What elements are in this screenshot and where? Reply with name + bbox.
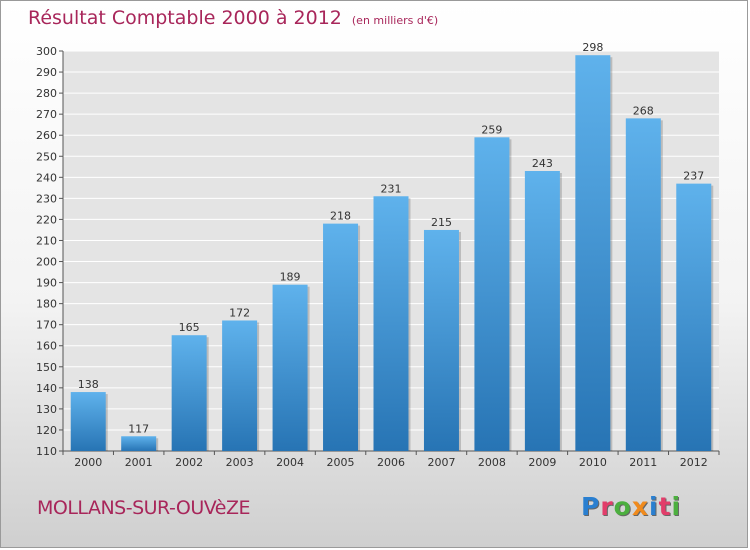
bar <box>272 284 308 451</box>
y-tick-label: 150 <box>36 361 57 374</box>
bar-value-label: 117 <box>128 422 149 435</box>
bar <box>676 183 712 451</box>
logo-letter: o <box>613 492 632 521</box>
x-tick-label: 2005 <box>327 456 355 469</box>
bar-value-label: 165 <box>179 321 200 334</box>
x-tick-label: 2011 <box>629 456 657 469</box>
y-tick-label: 230 <box>36 192 57 205</box>
chart-subtitle: (en milliers d'€) <box>351 14 439 27</box>
chart-title-main: Résultat Comptable 2000 à 2012 <box>28 7 342 29</box>
bar-value-label: 138 <box>78 378 99 391</box>
y-tick-label: 180 <box>36 298 57 311</box>
proxiti-logo: Proxiti <box>581 492 681 521</box>
y-tick-label: 130 <box>36 403 57 416</box>
logo-letter: i <box>649 492 659 521</box>
logo-letter: i <box>671 492 682 521</box>
logo-letter: t <box>658 492 672 521</box>
x-tick-label: 2003 <box>226 456 254 469</box>
y-tick-label: 250 <box>36 150 57 163</box>
bar <box>474 137 510 451</box>
y-tick-label: 120 <box>36 424 57 437</box>
bar-value-label: 172 <box>229 306 250 319</box>
logo-letter: r <box>600 492 614 521</box>
bar-value-label: 189 <box>280 271 301 284</box>
x-tick-label: 2007 <box>427 456 455 469</box>
y-tick-label: 190 <box>36 277 57 290</box>
y-tick-label: 110 <box>36 445 57 458</box>
commune-name: MOLLANS-SUR-OUVèZE <box>37 497 250 519</box>
chart-title: Résultat Comptable 2000 à 2012 (en millie… <box>28 7 438 29</box>
bar <box>70 392 106 451</box>
x-tick-label: 2004 <box>276 456 304 469</box>
y-tick-label: 140 <box>36 382 57 395</box>
bar-value-label: 298 <box>582 41 603 54</box>
x-tick-label: 2002 <box>175 456 203 469</box>
bar <box>171 335 207 451</box>
y-tick-label: 160 <box>36 340 57 353</box>
logo-letter: P <box>581 492 601 521</box>
x-tick-label: 2010 <box>579 456 607 469</box>
bar-value-label: 215 <box>431 216 452 229</box>
bar <box>323 223 359 451</box>
bar-value-label: 237 <box>683 170 704 183</box>
logo-letter: x <box>631 492 649 521</box>
bar-value-label: 268 <box>633 104 654 117</box>
y-tick-label: 270 <box>36 108 57 121</box>
x-tick-label: 2009 <box>528 456 556 469</box>
bar-value-label: 243 <box>532 157 553 170</box>
bars <box>70 55 714 452</box>
y-tick-label: 260 <box>36 129 57 142</box>
bar <box>625 118 661 452</box>
bar-value-label: 218 <box>330 210 351 223</box>
x-tick-label: 2000 <box>74 456 102 469</box>
y-tick-label: 280 <box>36 87 57 100</box>
bar <box>121 436 157 451</box>
y-tick-label: 240 <box>36 171 57 184</box>
y-tick-label: 210 <box>36 234 57 247</box>
bar <box>373 196 409 451</box>
bar <box>423 229 459 451</box>
y-tick-label: 300 <box>36 45 57 58</box>
bar-value-label: 231 <box>381 182 402 195</box>
x-tick-label: 2006 <box>377 456 405 469</box>
x-tick-label: 2001 <box>125 456 153 469</box>
y-tick-label: 200 <box>36 256 57 269</box>
x-tick-label: 2008 <box>478 456 506 469</box>
bar <box>222 320 258 451</box>
y-tick-label: 220 <box>36 213 57 226</box>
labels: 110 120 130 140 150 160 170 180 190 200 210 220 230 2… <box>36 41 708 469</box>
bar-value-label: 259 <box>481 123 502 136</box>
bar <box>575 55 611 452</box>
bar <box>524 171 560 451</box>
y-tick-label: 290 <box>36 66 57 79</box>
x-tick-label: 2012 <box>680 456 708 469</box>
y-tick-label: 170 <box>36 319 57 332</box>
